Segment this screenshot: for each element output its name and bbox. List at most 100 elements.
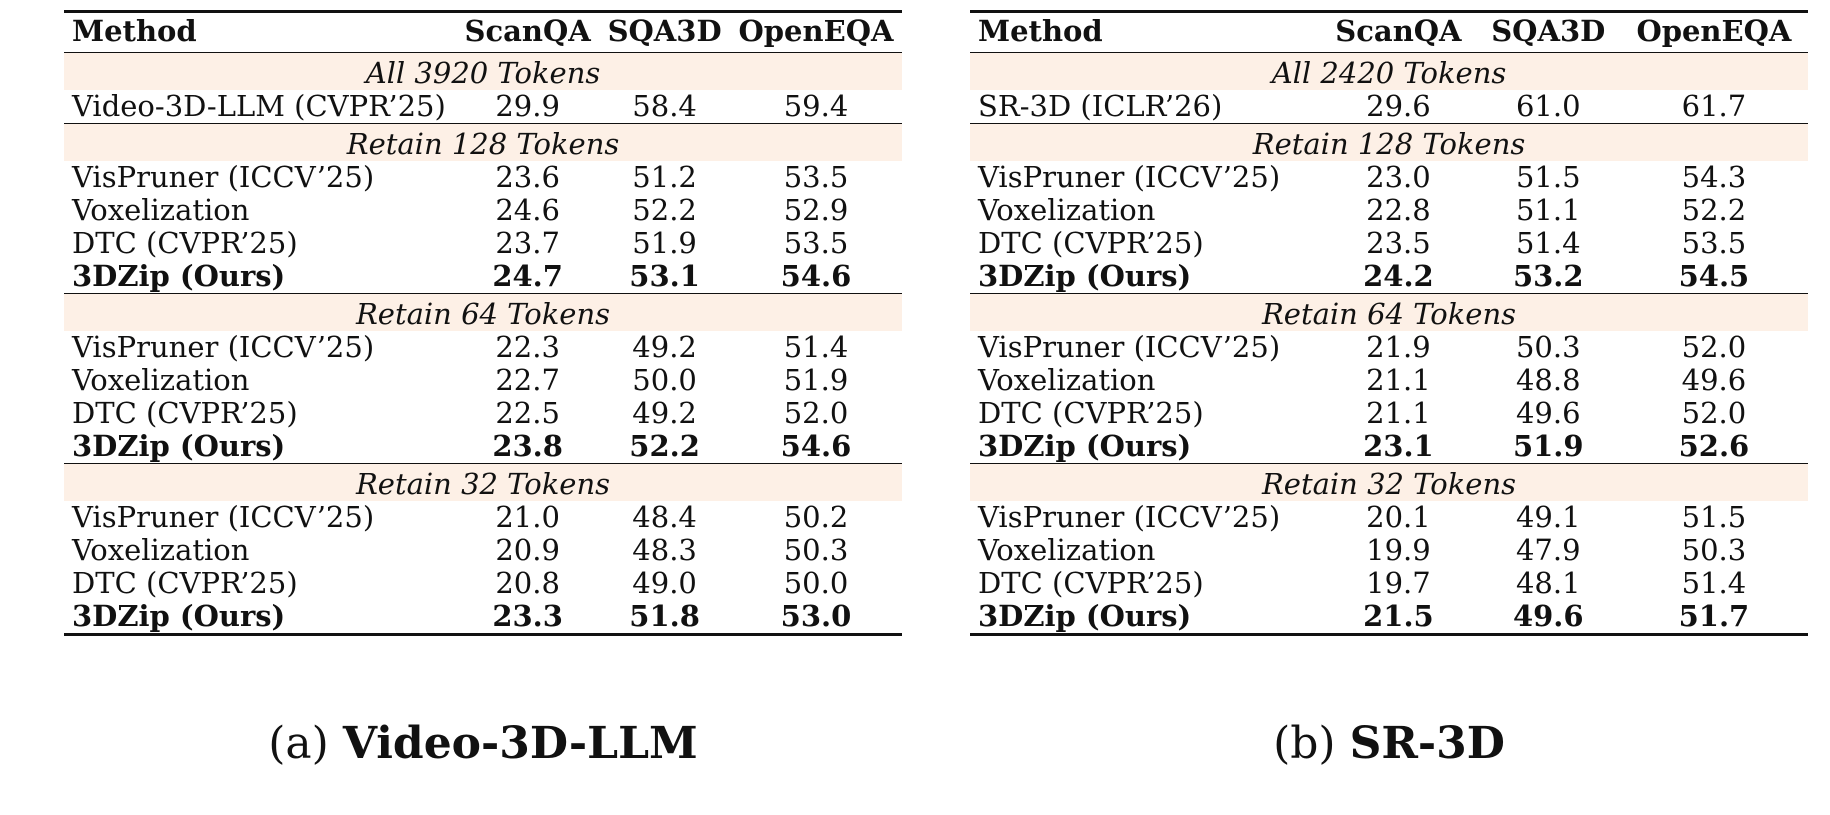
method-cell: 3DZip (Ours)	[72, 429, 286, 463]
scanqa-cell: 22.8	[1366, 193, 1431, 227]
group-label-row: All 2420 Tokens	[970, 52, 1808, 90]
table-row-best: 3DZip (Ours) 24.7 53.1 54.6	[64, 260, 902, 294]
header-row: Method ScanQA SQA3D OpenEQA	[64, 11, 902, 53]
scanqa-cell: 23.7	[495, 226, 560, 260]
scanqa-cell: 19.9	[1366, 533, 1431, 567]
group-label-row: Retain 64 Tokens	[970, 293, 1808, 331]
openeqa-cell: 53.5	[1681, 226, 1747, 260]
sqa3d-cell: 51.9	[632, 226, 697, 260]
scanqa-cell: 21.0	[495, 500, 560, 534]
openeqa-cell: 50.0	[783, 566, 849, 600]
header-scanqa: ScanQA	[1335, 14, 1462, 48]
openeqa-cell: 52.0	[1681, 330, 1747, 364]
sqa3d-cell: 51.5	[1515, 160, 1581, 194]
scanqa-cell: 24.7	[492, 259, 563, 293]
openeqa-cell: 51.5	[1681, 500, 1747, 534]
sqa3d-cell: 51.4	[1515, 226, 1581, 260]
table-panel-b: Method ScanQA SQA3D OpenEQA All 2420 Tok…	[970, 10, 1808, 636]
caption-prefix: (a)	[268, 718, 329, 769]
group-all-tokens: All 2420 Tokens SR-3D (ICLR’26) 29.6 61.…	[970, 52, 1808, 124]
table-row: DTC (CVPR’25) 20.8 49.0 50.0	[64, 567, 902, 600]
scanqa-cell: 19.7	[1366, 566, 1431, 600]
header-method: Method	[978, 14, 1103, 48]
scanqa-cell: 23.0	[1366, 160, 1431, 194]
method-cell: 3DZip (Ours)	[72, 599, 286, 633]
openeqa-cell: 51.4	[783, 330, 849, 364]
method-cell: VisPruner (ICCV’25)	[978, 160, 1281, 194]
scanqa-cell: 20.1	[1366, 500, 1431, 534]
group-label-row: All 3920 Tokens	[64, 52, 902, 90]
sqa3d-cell: 53.1	[629, 259, 700, 293]
header-openeqa: OpenEQA	[1636, 14, 1792, 48]
method-cell: 3DZip (Ours)	[978, 259, 1192, 293]
sqa3d-cell: 51.1	[1515, 193, 1581, 227]
group-retain-64: Retain 64 Tokens VisPruner (ICCV’25) 21.…	[970, 293, 1808, 464]
scanqa-cell: 22.7	[495, 363, 560, 397]
table-row: VisPruner (ICCV’25) 23.6 51.2 53.5	[64, 161, 902, 194]
method-cell: Voxelization	[72, 533, 250, 567]
openeqa-cell: 52.9	[783, 193, 849, 227]
group-retain-128: Retain 128 Tokens VisPruner (ICCV’25) 23…	[64, 123, 902, 294]
sqa3d-cell: 47.9	[1515, 533, 1581, 567]
sqa3d-cell: 51.8	[629, 599, 700, 633]
sqa3d-cell: 52.2	[629, 429, 700, 463]
sqa3d-cell: 58.4	[632, 89, 697, 123]
sqa3d-cell: 53.2	[1512, 259, 1584, 293]
group-all-tokens: All 3920 Tokens Video-3D-LLM (CVPR’25) 2…	[64, 52, 902, 124]
scanqa-cell: 22.5	[495, 396, 560, 430]
openeqa-cell: 59.4	[783, 89, 849, 123]
sqa3d-cell: 61.0	[1515, 89, 1581, 123]
scanqa-cell: 20.9	[495, 533, 560, 567]
sqa3d-cell: 49.6	[1515, 396, 1581, 430]
table-row: VisPruner (ICCV’25) 23.0 51.5 54.3	[970, 161, 1808, 194]
header-scanqa: ScanQA	[464, 14, 591, 48]
scanqa-cell: 23.8	[492, 429, 563, 463]
method-cell: Voxelization	[72, 193, 250, 227]
openeqa-cell: 53.0	[780, 599, 852, 633]
table-row-best: 3DZip (Ours) 23.1 51.9 52.6	[970, 430, 1808, 464]
scanqa-cell: 21.9	[1366, 330, 1431, 364]
method-cell: Voxelization	[978, 533, 1156, 567]
openeqa-cell: 50.3	[783, 533, 849, 567]
table-row: DTC (CVPR’25) 21.1 49.6 52.0	[970, 397, 1808, 430]
caption-title: Video-3D-LLM	[342, 718, 698, 769]
openeqa-cell: 52.2	[1681, 193, 1747, 227]
method-cell: Voxelization	[978, 193, 1156, 227]
group-label: Retain 128 Tokens	[970, 123, 1808, 161]
results-table-b: Method ScanQA SQA3D OpenEQA All 2420 Tok…	[970, 10, 1808, 636]
method-cell: DTC (CVPR’25)	[978, 226, 1204, 260]
header-row: Method ScanQA SQA3D OpenEQA	[970, 11, 1808, 53]
table-row: Voxelization 21.1 48.8 49.6	[970, 364, 1808, 397]
openeqa-cell: 53.5	[783, 160, 849, 194]
openeqa-cell: 54.6	[780, 259, 852, 293]
method-cell: VisPruner (ICCV’25)	[978, 500, 1281, 534]
scanqa-cell: 23.3	[492, 599, 563, 633]
method-cell: DTC (CVPR’25)	[978, 396, 1204, 430]
table-row: DTC (CVPR’25) 23.7 51.9 53.5	[64, 227, 902, 260]
group-label-row: Retain 128 Tokens	[64, 123, 902, 161]
table-row: Voxelization 19.9 47.9 50.3	[970, 534, 1808, 567]
sqa3d-cell: 48.8	[1515, 363, 1581, 397]
method-cell: DTC (CVPR’25)	[72, 226, 298, 260]
openeqa-cell: 51.4	[1681, 566, 1747, 600]
scanqa-cell: 24.2	[1363, 259, 1434, 293]
group-label: Retain 64 Tokens	[970, 293, 1808, 331]
table-row: SR-3D (ICLR’26) 29.6 61.0 61.7	[970, 90, 1808, 124]
caption-title: SR-3D	[1349, 718, 1505, 769]
sqa3d-cell: 48.1	[1515, 566, 1581, 600]
table-row: DTC (CVPR’25) 22.5 49.2 52.0	[64, 397, 902, 430]
scanqa-cell: 29.9	[495, 89, 560, 123]
table-row: DTC (CVPR’25) 23.5 51.4 53.5	[970, 227, 1808, 260]
group-retain-32: Retain 32 Tokens VisPruner (ICCV’25) 21.…	[64, 463, 902, 635]
group-label-row: Retain 32 Tokens	[970, 463, 1808, 501]
method-cell: VisPruner (ICCV’25)	[978, 330, 1281, 364]
sqa3d-cell: 49.2	[632, 330, 697, 364]
scanqa-cell: 23.1	[1363, 429, 1434, 463]
table-row: VisPruner (ICCV’25) 20.1 49.1 51.5	[970, 501, 1808, 534]
group-label: All 3920 Tokens	[64, 52, 902, 90]
group-retain-64: Retain 64 Tokens VisPruner (ICCV’25) 22.…	[64, 293, 902, 464]
method-cell: Video-3D-LLM (CVPR’25)	[72, 89, 446, 123]
group-retain-128: Retain 128 Tokens VisPruner (ICCV’25) 23…	[970, 123, 1808, 294]
caption-b: (b) SR-3D	[970, 718, 1808, 769]
openeqa-cell: 54.5	[1678, 259, 1750, 293]
